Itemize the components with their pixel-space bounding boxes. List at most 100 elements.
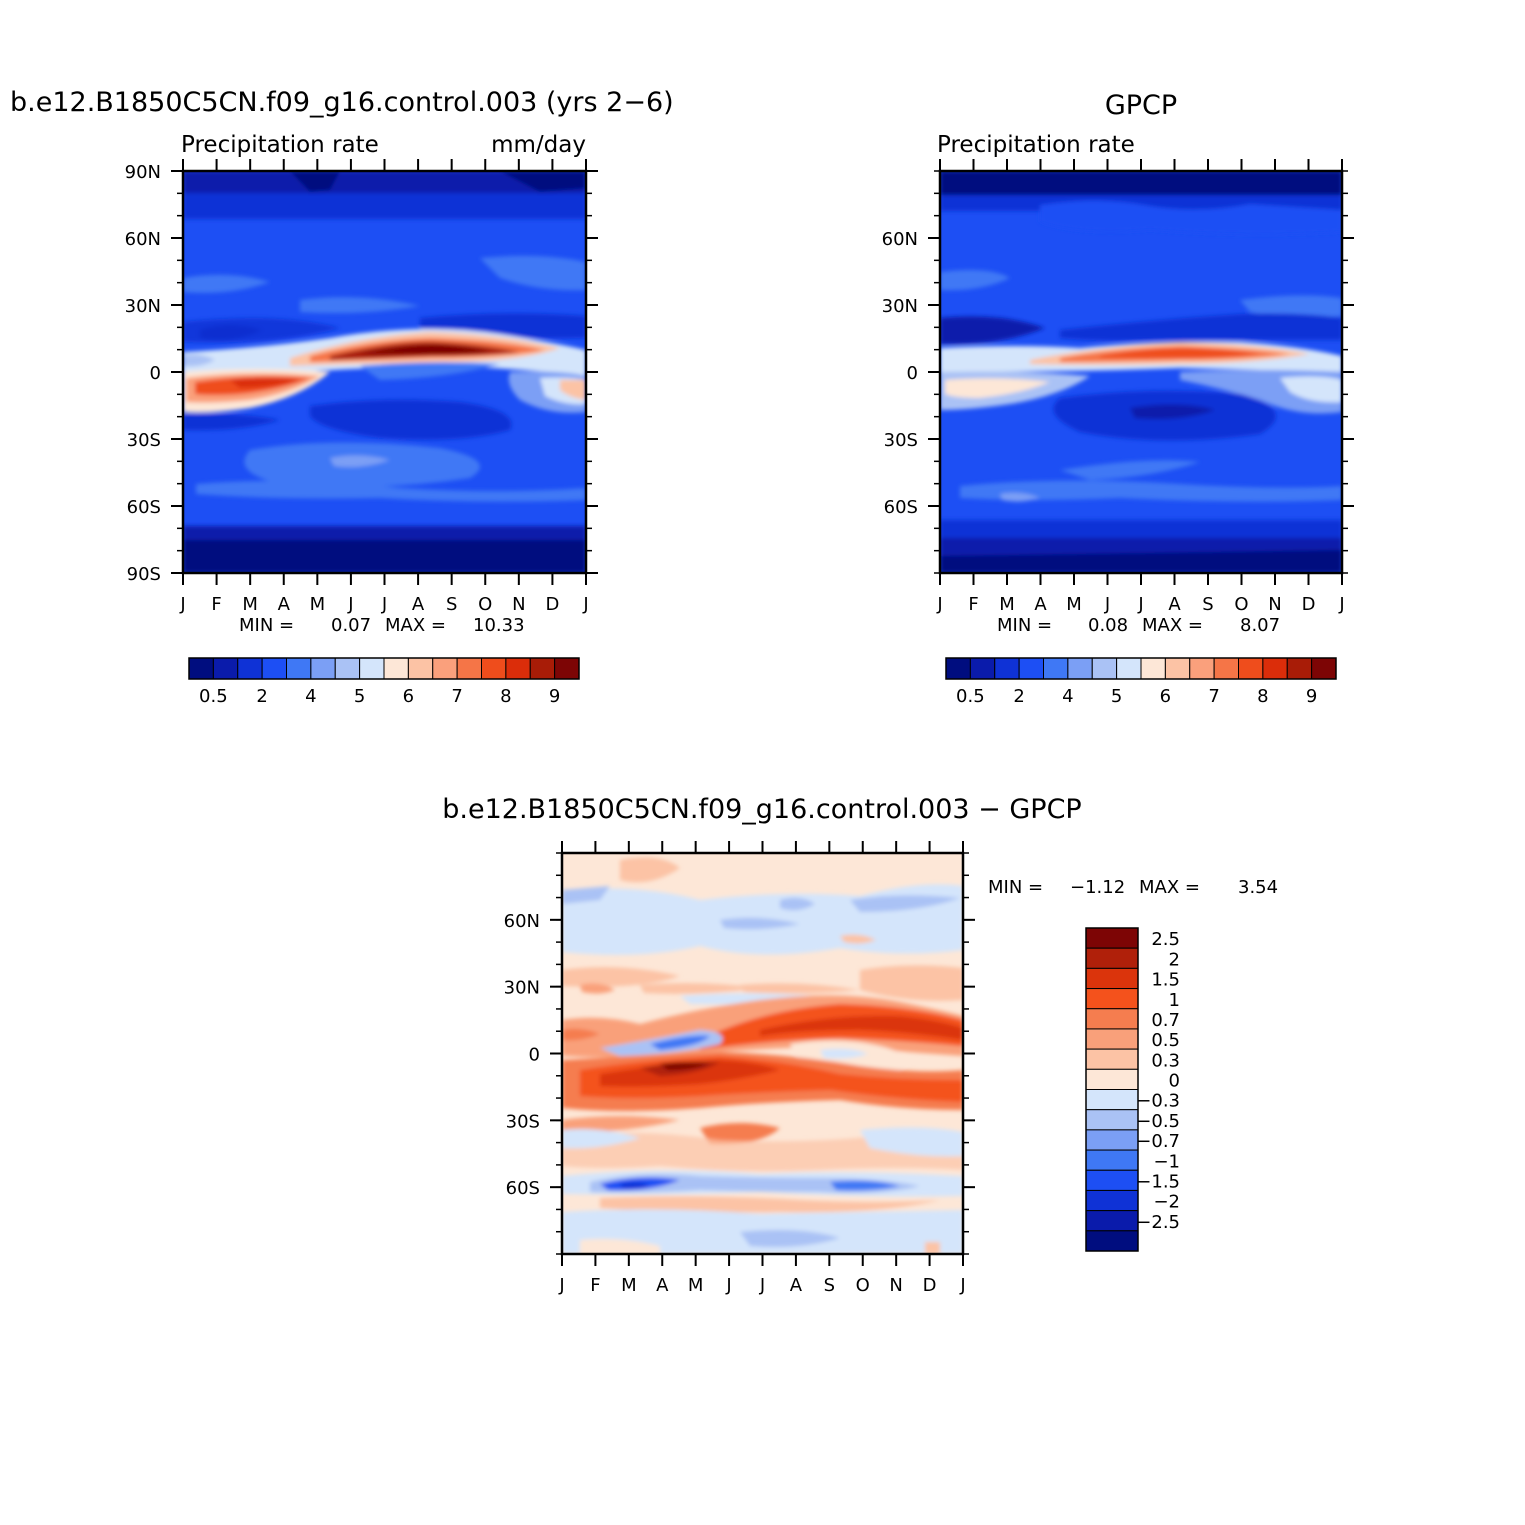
x-tick-label: D <box>923 1275 937 1296</box>
colorbar-label: 0.5 <box>1151 1030 1180 1051</box>
x-tick-label: M <box>242 594 258 615</box>
x-tick-label: J <box>959 1275 965 1296</box>
colorbar-frame <box>945 657 1337 680</box>
x-tick-label: J <box>347 594 353 615</box>
panel-model-max-value: 10.33 <box>473 615 525 636</box>
x-tick-label: J <box>936 594 942 615</box>
panel-model-colorbar: 0.5 2 4 5 6 7 8 9 <box>188 657 580 707</box>
x-tick-label: S <box>824 1275 835 1296</box>
x-tick-label: N <box>889 1275 902 1296</box>
colorbar-label: 0.7 <box>1151 1010 1180 1031</box>
colorbar-swatch <box>1085 1129 1139 1151</box>
colorbar-label: 2.5 <box>1151 929 1180 950</box>
colorbar-swatch <box>1085 1169 1139 1191</box>
y-tick-label: 30N <box>125 296 161 317</box>
colorbar-swatch <box>505 657 531 680</box>
colorbar-label: 9 <box>1306 686 1317 707</box>
colorbar-label: 5 <box>1111 686 1122 707</box>
colorbar-label: 9 <box>549 686 560 707</box>
colorbar-label: 2 <box>1013 686 1024 707</box>
x-tick-label: M <box>999 594 1015 615</box>
colorbar-label: 7 <box>1208 686 1219 707</box>
y-tick-label: 0 <box>907 363 918 384</box>
x-tick-label: J <box>725 1275 731 1296</box>
x-tick-label: J <box>179 594 185 615</box>
y-tick-label: 60S <box>506 1178 540 1199</box>
colorbar-swatch <box>529 657 556 680</box>
x-tick-label: F <box>590 1275 600 1296</box>
x-tick-label: A <box>656 1275 669 1296</box>
colorbar-label: 8 <box>500 686 511 707</box>
colorbar-swatch <box>1085 1089 1139 1111</box>
colorbar-swatch <box>212 657 239 680</box>
y-tick-label: 0 <box>150 363 161 384</box>
y-tick-label: 0 <box>529 1045 540 1066</box>
panel-obs-max-value: 8.07 <box>1240 615 1280 636</box>
colorbar-swatch <box>1085 1189 1139 1212</box>
colorbar-label: 1 <box>1169 990 1180 1011</box>
colorbar-swatch <box>1085 1048 1139 1070</box>
y-tick-label: 60N <box>504 911 540 932</box>
panel-diff-max-value: 3.54 <box>1238 877 1278 898</box>
colorbar-label: 6 <box>403 686 414 707</box>
x-tick-label: J <box>381 594 387 615</box>
x-tick-label: S <box>1202 594 1213 615</box>
panel-model-max-label: MAX = <box>385 615 446 636</box>
x-tick-label: A <box>790 1275 803 1296</box>
colorbar-swatch <box>188 657 214 680</box>
panel-obs-min-label: MIN = <box>997 615 1052 636</box>
colorbar-swatch <box>969 657 996 680</box>
x-tick-label: A <box>1168 594 1181 615</box>
x-tick-label: A <box>412 594 425 615</box>
x-tick-label: F <box>968 594 978 615</box>
panel-diff-min-label: MIN = <box>988 877 1043 898</box>
y-tick-label: 60N <box>882 229 918 250</box>
x-tick-label: M <box>310 594 326 615</box>
x-tick-label: S <box>446 594 457 615</box>
y-tick-label: 30N <box>882 296 918 317</box>
panel-diff-min-value: −1.12 <box>1070 877 1125 898</box>
colorbar-swatch <box>1085 1068 1139 1090</box>
colorbar-swatch <box>456 657 482 680</box>
colorbar-label: 6 <box>1160 686 1171 707</box>
x-tick-label: N <box>512 594 525 615</box>
colorbar-swatch <box>1085 967 1139 990</box>
colorbar-label: −1 <box>1153 1151 1180 1172</box>
panel-model-left-label: Precipitation rate <box>181 132 379 158</box>
colorbar-swatch <box>994 657 1020 680</box>
y-tick-label: 60S <box>884 497 918 518</box>
colorbar-frame <box>188 657 580 680</box>
x-tick-label: A <box>1034 594 1047 615</box>
colorbar-frame <box>1085 927 1139 1252</box>
colorbar-swatch <box>1164 657 1191 680</box>
colorbar-swatch <box>1067 657 1093 680</box>
colorbar-swatch <box>1238 657 1264 680</box>
colorbar-label: −0.3 <box>1136 1091 1180 1112</box>
panel-model-title: b.e12.B1850C5CN.f09_g16.control.003 (yrs… <box>10 87 674 118</box>
panel-obs-contours <box>940 171 1342 573</box>
colorbar-swatch <box>1116 657 1142 680</box>
x-tick-label: M <box>1066 594 1082 615</box>
panel-diff-max-label: MAX = <box>1139 877 1200 898</box>
colorbar-label: 4 <box>1062 686 1073 707</box>
colorbar-label: 1.5 <box>1151 970 1180 991</box>
panel-obs: GPCP Precipitation rate <box>882 90 1354 707</box>
panel-model-units: mm/day <box>491 132 586 158</box>
y-tick-label: 30S <box>127 430 161 451</box>
colorbar-swatch <box>481 657 507 680</box>
colorbar-swatch <box>1091 657 1118 680</box>
panel-obs-max-label: MAX = <box>1142 615 1203 636</box>
x-tick-label: N <box>1268 594 1281 615</box>
colorbar-swatch <box>286 657 312 680</box>
x-tick-label: J <box>1137 594 1143 615</box>
panel-obs-colorbar: 0.5 2 4 5 6 7 8 9 <box>945 657 1337 707</box>
x-tick-label: M <box>688 1275 704 1296</box>
x-tick-label: J <box>582 594 588 615</box>
x-tick-label: O <box>1234 594 1248 615</box>
panel-model-min-label: MIN = <box>239 615 294 636</box>
colorbar-swatch <box>1085 988 1139 1010</box>
x-tick-label: M <box>621 1275 637 1296</box>
